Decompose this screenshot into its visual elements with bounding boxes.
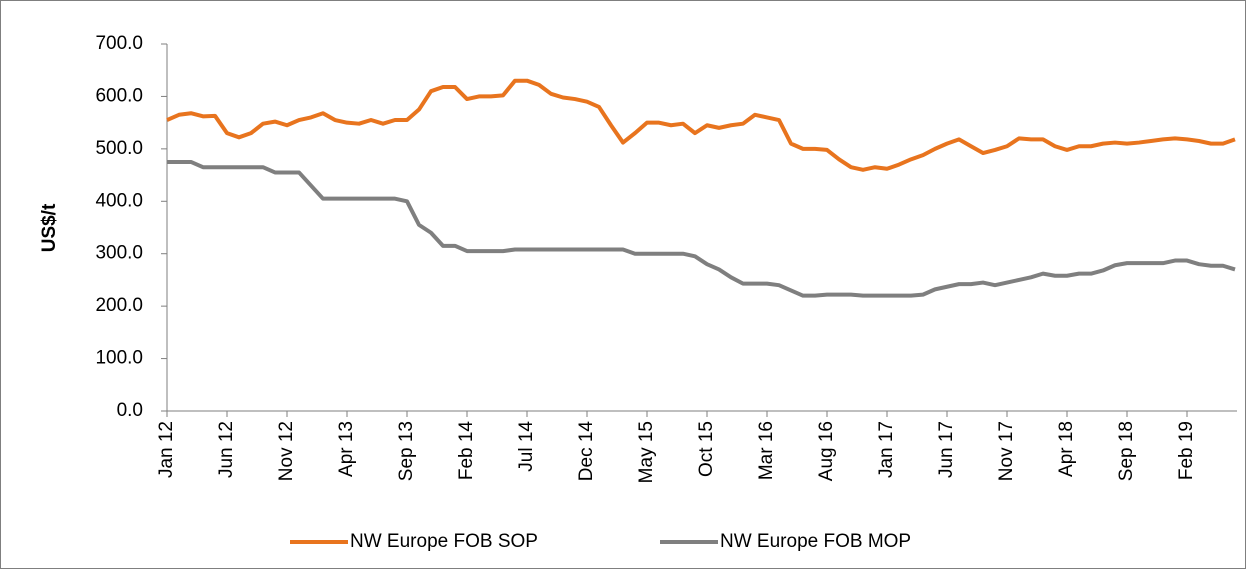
x-tick-label: Oct 15 [696,421,717,477]
x-tick-label: Jan 17 [876,421,897,478]
y-tick-label: 500.0 [95,138,143,159]
x-tick-label: Jan 12 [156,421,177,478]
x-tick-label: Nov 17 [996,421,1017,481]
data-line [167,159,1236,298]
x-tick-label: Aug 16 [816,421,837,481]
x-tick-label: Sep 13 [396,421,417,481]
x-tick-label: Jun 12 [216,421,237,478]
x-tick-label: Apr 18 [1056,421,1077,477]
data-line [166,78,1236,172]
y-tick-label: 200.0 [95,295,143,316]
y-tick-label: 0.0 [117,400,143,421]
x-tick-label: Feb 19 [1176,421,1197,480]
x-tick-label: Jun 17 [936,421,957,478]
legend-label: NW Europe FOB MOP [720,531,911,552]
legend-label: NW Europe FOB SOP [350,531,538,552]
x-tick-label: Apr 13 [336,421,357,477]
x-tick-label: Sep 18 [1116,421,1137,481]
y-tick-label: 400.0 [95,190,143,211]
y-tick-label: 700.0 [95,33,143,54]
y-tick-label: 600.0 [95,85,143,106]
x-tick-label: Nov 12 [276,421,297,481]
x-tick-label: Jul 14 [516,421,537,472]
x-tick-label: Feb 14 [456,421,477,481]
y-tick-label: 300.0 [95,243,143,264]
x-tick-label: Mar 16 [756,421,777,480]
y-tick-label: 100.0 [95,348,143,369]
y-axis-label: US$/t [39,203,60,252]
x-tick-label: May 15 [636,421,657,483]
x-tick-label: Dec 14 [576,421,597,482]
